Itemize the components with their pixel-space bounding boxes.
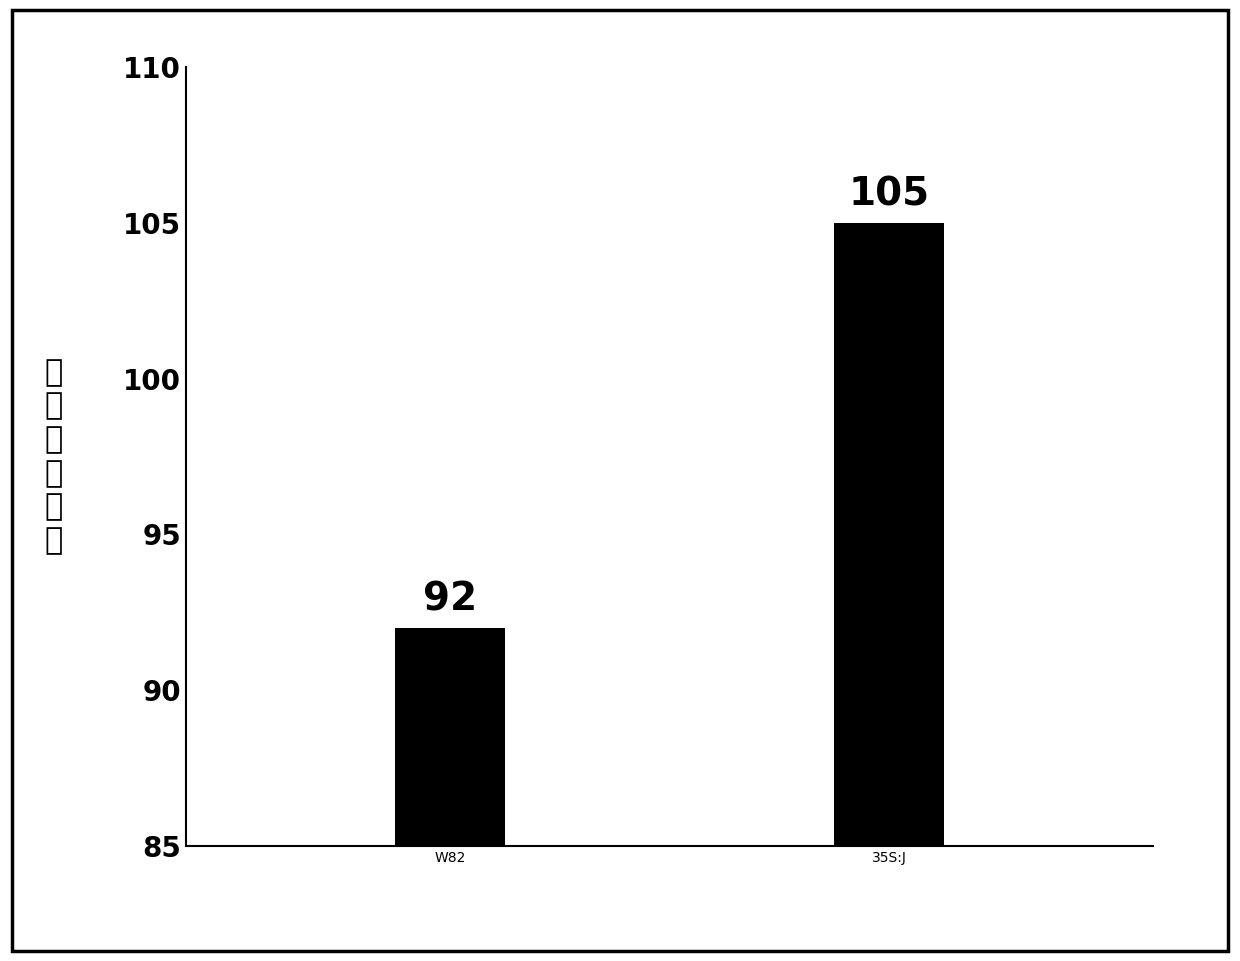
Text: 105: 105 <box>849 176 930 213</box>
Text: 92: 92 <box>423 580 477 618</box>
Y-axis label: 成
熟
期
（
天
）: 成 熟 期 （ 天 ） <box>45 358 63 554</box>
Bar <box>835 223 945 846</box>
Bar <box>394 628 505 846</box>
